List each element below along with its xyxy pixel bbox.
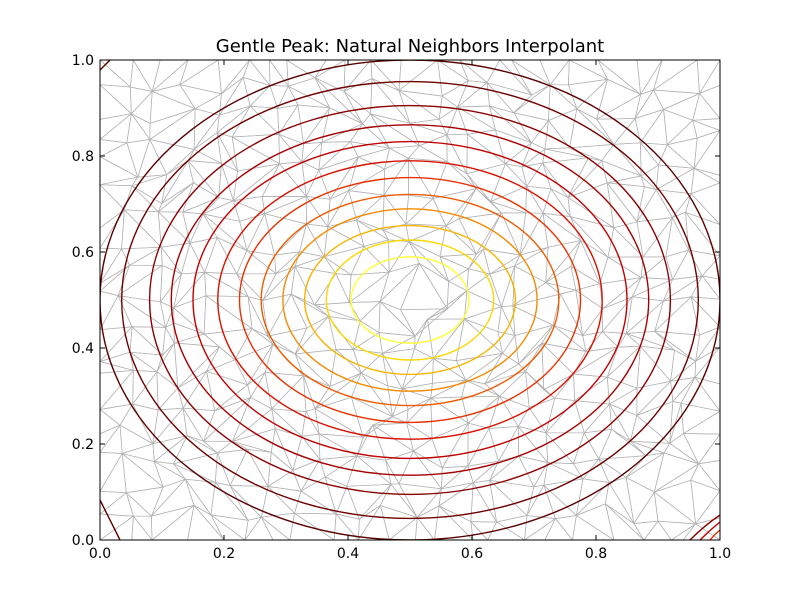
- axes: 0.0 0.2 0.4 0.6 0.8 1.0 0.0 0.2 0.4 0.6 0.8 1.0: [72, 53, 731, 562]
- mesh-triangle: [696, 60, 720, 95]
- contour-corner-fragment: [689, 514, 720, 540]
- mesh-triangle: [343, 60, 372, 93]
- x-tick-label: 0.6: [461, 546, 483, 562]
- chart-title: Gentle Peak: Natural Neighbors Interpola…: [216, 36, 604, 57]
- mesh-triangle: [179, 60, 219, 86]
- contour-corner-fragment: [699, 521, 720, 540]
- mesh-triangle: [539, 60, 570, 86]
- contour-line-level-10: [303, 224, 517, 376]
- contour-line-level-3: [148, 104, 672, 496]
- contour-corner-fragment: [709, 529, 720, 540]
- contour-line-level-7: [238, 176, 582, 424]
- contour-lines: [100, 60, 720, 540]
- plot-frame: [99, 59, 721, 541]
- y-tick-label: 0.6: [72, 245, 94, 261]
- contour-line-level-11: [325, 239, 495, 361]
- contour-line-level-9: [282, 208, 538, 392]
- x-tick-label: 0.4: [337, 546, 359, 562]
- y-tick-label: 0.0: [72, 533, 94, 549]
- mesh-triangle: [636, 60, 663, 96]
- mesh-triangle: [217, 60, 251, 95]
- contour-corner-fragment: [100, 60, 111, 71]
- contour-line-level-5: [192, 140, 628, 460]
- x-tick-label: 0.8: [585, 546, 607, 562]
- y-tick-label: 1.0: [72, 53, 94, 69]
- contour-line-level-12: [350, 256, 470, 344]
- mesh-triangle: [398, 60, 439, 92]
- contour-line-level-2: [121, 80, 699, 520]
- mesh-triangle: [151, 60, 189, 93]
- x-tick-label: 0.0: [89, 546, 111, 562]
- contour-line-level-4: [170, 124, 650, 476]
- mesh-triangle: [652, 60, 698, 91]
- y-tick-label: 0.2: [72, 437, 94, 453]
- x-tick-label: 0.2: [213, 546, 235, 562]
- contour-line-level-6: [217, 160, 603, 440]
- contour-line-level-8: [260, 193, 560, 407]
- y-tick-label: 0.8: [72, 149, 94, 165]
- x-tick-label: 1.0: [709, 546, 731, 562]
- contour-corner-fragment: [100, 499, 121, 540]
- y-tick-label: 0.4: [72, 341, 94, 357]
- mesh-triangle: [314, 60, 346, 79]
